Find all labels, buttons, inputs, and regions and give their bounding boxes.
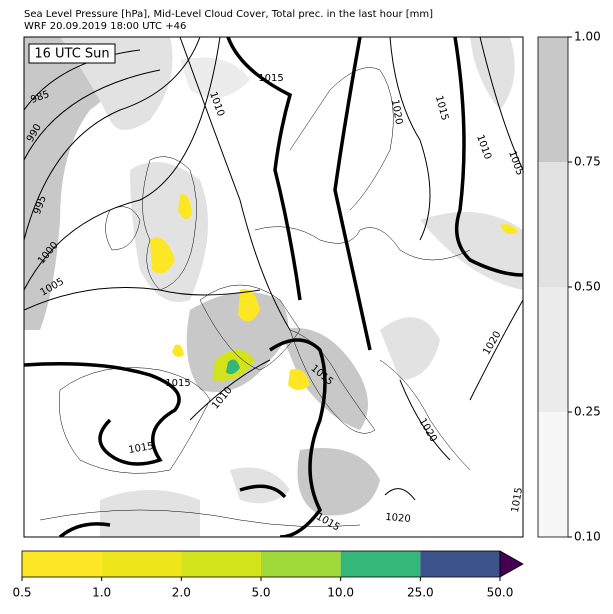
contour-label: 1015 — [510, 487, 525, 514]
precipitation — [150, 194, 518, 390]
tick-label: 0.50 — [574, 280, 601, 294]
tick-label: 0.5 — [12, 586, 31, 600]
colorbar-segment — [181, 551, 261, 577]
contour-label: 1020 — [385, 512, 411, 525]
tick-label: 2.0 — [172, 586, 191, 600]
title-line: WRF 20.09.2019 18:00 UTC +46 — [24, 21, 186, 32]
map: 16 UTC Sun 985 990 995 1000 1005 1010 10… — [23, 36, 525, 538]
tick-label: 25.0 — [407, 586, 434, 600]
colorbar-segment — [538, 412, 568, 537]
colorbar-segment — [261, 551, 341, 577]
tick-label: 0.25 — [574, 405, 601, 419]
contour-label: 1020 — [389, 99, 404, 126]
colorbar-extension — [499, 550, 524, 578]
tick-label: 0.75 — [574, 155, 601, 169]
tick-label: 10.0 — [327, 586, 354, 600]
tick-label: 5.0 — [251, 586, 270, 600]
contour-label: 1015 — [258, 73, 283, 84]
time-label-box — [28, 43, 116, 64]
isobars — [24, 37, 523, 501]
colorbars: 0.10 0.25 0.50 0.75 1.00 0.5 1.0 2.0 5.0 10.0 25.0… — [12, 30, 600, 600]
tick-label: 1.0 — [92, 586, 111, 600]
colorbar-segment — [22, 551, 102, 577]
colorbar-segment — [340, 551, 421, 577]
colorbar-segment — [101, 551, 182, 577]
colorbar-segment — [420, 551, 500, 577]
title-line: Sea Level Pressure [hPa], Mid-Level Clou… — [24, 9, 433, 20]
contour-label: 1015 — [165, 378, 190, 389]
tick-label: 50.0 — [487, 586, 514, 600]
tick-label: 0.10 — [574, 530, 601, 544]
isobar-1015 — [24, 37, 523, 537]
colorbar-segment — [538, 162, 568, 287]
colorbar-segment — [538, 287, 568, 412]
tick-label: 1.00 — [574, 30, 601, 44]
coastlines — [39, 67, 471, 527]
colorbar-segment — [538, 37, 568, 162]
map-frame — [23, 36, 524, 538]
time-label: 16 UTC Sun — [34, 47, 109, 62]
contour-label: 1015 — [128, 441, 155, 456]
